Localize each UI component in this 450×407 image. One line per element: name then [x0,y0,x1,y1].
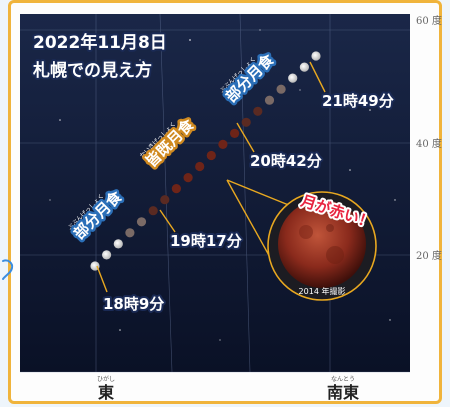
moon-phase-marker [113,239,123,249]
moon-phase-marker [160,195,170,205]
moon-phase-marker [183,173,193,183]
time-label-1: 18時9分 [103,295,164,313]
stars [49,29,396,341]
moon-phase-marker [136,217,147,227]
moon-phase-marker [102,250,112,260]
red-moon [278,200,366,288]
direction-southeast: 南東 [327,383,359,402]
time-label-4: 21時49分 [322,92,394,110]
moon-phase-marker [218,139,228,149]
time-label-2: 19時17分 [170,232,242,250]
inset-photo: 2014 年撮影 [267,191,377,301]
altitude-60: 60 度 [416,14,442,27]
moon-phase-marker [195,161,205,172]
date-title: 2022年11月8日 [33,32,167,53]
altitude-40: 40 度 [416,137,442,150]
moon-phase-marker [148,206,158,216]
moon-phase-marker [241,117,251,127]
moon-phase-marker [171,184,181,194]
moon-phase-marker [311,51,321,61]
night-sky [20,14,410,372]
moon-phase-marker [276,84,286,94]
moon-phase-marker [288,73,298,83]
moon-track [90,51,321,271]
moon-phase-marker [125,228,135,238]
altitude-20: 20 度 [416,249,442,262]
moon-phase-marker [253,106,263,116]
moon-phase-marker [230,128,240,138]
moon-phase-marker [264,95,275,105]
direction-east: 東 [98,383,114,402]
moon-phase-marker [206,150,216,161]
moon-phase-marker [299,62,309,72]
inset-caption: 2014 年撮影 [299,286,346,296]
direction-east-ruby: ひがし [97,375,115,383]
time-label-3: 20時42分 [250,152,322,170]
direction-southeast-ruby: なんとう [331,376,355,383]
hand-pointer-icon [2,259,14,280]
location-subtitle: 札幌での見え方 [32,60,152,81]
